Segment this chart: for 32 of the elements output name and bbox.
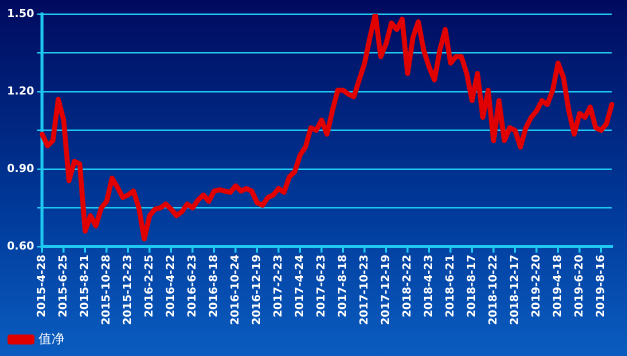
- x-tick-label: 2017-6-23: [314, 254, 328, 318]
- x-tick-label: 2015-4-28: [35, 254, 48, 318]
- y-tick-label: 1.50: [7, 6, 34, 20]
- x-tick-label: 2018-6-21: [443, 254, 456, 318]
- x-tick-label: 2018-2-22: [400, 254, 414, 318]
- x-tick-label: 2017-4-24: [292, 254, 306, 318]
- x-tick-label: 2016-12-19: [250, 254, 263, 326]
- x-tick-label: 2016-10-24: [228, 254, 242, 326]
- x-tick-label: 2018-12-17: [508, 254, 521, 326]
- x-tick-label: 2015-10-28: [99, 254, 112, 326]
- x-tick-label: 2019-4-18: [550, 254, 564, 318]
- x-tick-label: 2017-12-19: [378, 254, 392, 326]
- x-tick-label: 2017-10-23: [357, 254, 370, 326]
- x-tick-label: 2015-12-23: [120, 254, 134, 326]
- y-tick-label: 0.90: [7, 162, 34, 175]
- x-tick-label: 2016-4-22: [164, 254, 177, 318]
- x-tick-label: 2016-8-18: [206, 254, 220, 318]
- x-tick-label: 2018-10-22: [486, 254, 500, 326]
- x-tick-label: 2015-6-25: [56, 254, 70, 318]
- x-tick-label: 2016-2-25: [142, 254, 156, 318]
- y-tick-label: 1.20: [7, 84, 34, 98]
- x-tick-label: 2017-2-23: [271, 254, 284, 318]
- x-tick-label: 2016-6-23: [185, 254, 198, 318]
- x-tick-label: 2015-8-21: [78, 254, 91, 318]
- legend-label: 值净: [38, 332, 64, 347]
- x-tick-label: 2019-6-20: [572, 254, 586, 318]
- x-tick-label: 2017-8-18: [336, 254, 349, 318]
- x-tick-label: 2019-8-16: [594, 254, 607, 318]
- x-tick-label: 2019-2-20: [529, 254, 542, 318]
- x-tick-label: 2018-8-17: [464, 254, 478, 318]
- x-tick-label: 2018-4-23: [422, 254, 435, 318]
- y-tick-label: 0.60: [7, 240, 34, 252]
